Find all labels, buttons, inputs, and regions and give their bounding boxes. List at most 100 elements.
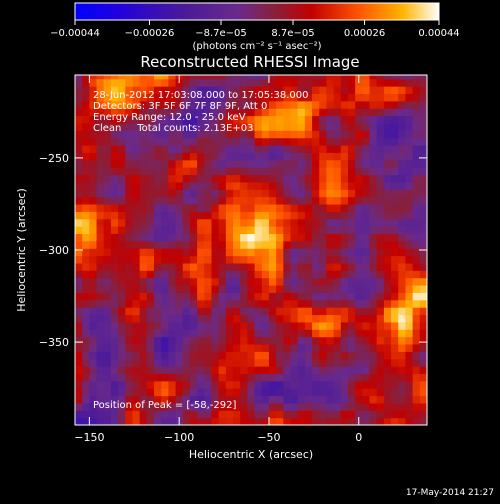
heatmap-cell bbox=[96, 248, 105, 257]
heatmap-cell bbox=[82, 78, 90, 87]
heatmap-cell bbox=[355, 358, 363, 367]
heatmap-cell bbox=[383, 108, 392, 117]
heatmap-cell bbox=[189, 402, 198, 411]
heatmap-cell bbox=[125, 218, 134, 227]
heatmap-cell bbox=[233, 270, 241, 279]
heatmap-cell bbox=[419, 233, 427, 242]
heatmap-cell bbox=[297, 203, 306, 212]
heatmap-cell bbox=[139, 417, 148, 425]
heatmap-cell bbox=[398, 78, 407, 87]
heatmap-cell bbox=[319, 336, 328, 345]
heatmap-cell bbox=[326, 402, 335, 411]
heatmap-cell bbox=[297, 358, 306, 367]
heatmap-cell bbox=[319, 395, 328, 404]
heatmap-cell bbox=[175, 321, 184, 330]
heatmap-cell bbox=[240, 366, 248, 375]
heatmap-cell bbox=[276, 366, 284, 375]
heatmap-cell bbox=[168, 366, 177, 375]
heatmap-cell bbox=[391, 100, 399, 109]
heatmap-cell bbox=[405, 336, 414, 345]
heatmap-cell bbox=[412, 218, 421, 227]
heatmap-cell bbox=[240, 218, 248, 227]
heatmap-cell bbox=[110, 277, 119, 286]
heatmap-cell bbox=[197, 255, 205, 264]
heatmap-cell bbox=[154, 270, 162, 279]
heatmap-cell bbox=[132, 373, 141, 382]
heatmap-cell bbox=[89, 174, 98, 183]
heatmap-cell bbox=[340, 417, 349, 425]
heatmap-cell bbox=[254, 181, 263, 190]
heatmap-cell bbox=[75, 358, 83, 367]
heatmap-cell bbox=[225, 196, 234, 205]
heatmap-cell bbox=[139, 218, 148, 227]
heatmap-cell bbox=[290, 86, 299, 95]
heatmap-cell bbox=[211, 336, 220, 345]
heatmap-cell bbox=[369, 75, 378, 80]
heatmap-cell bbox=[204, 167, 213, 176]
heatmap-cell bbox=[304, 122, 313, 131]
heatmap-cell bbox=[391, 152, 399, 161]
x-tick-label: 0 bbox=[355, 431, 362, 444]
heatmap-cell bbox=[211, 373, 220, 382]
heatmap-cell bbox=[82, 388, 90, 397]
heatmap-cell bbox=[233, 262, 241, 271]
heatmap-cell bbox=[362, 93, 371, 102]
heatmap-cell bbox=[103, 189, 112, 198]
heatmap-cell bbox=[261, 108, 270, 117]
heatmap-cell bbox=[197, 226, 205, 235]
heatmap-cell bbox=[240, 299, 248, 308]
heatmap-cell bbox=[261, 240, 270, 249]
heatmap-cell bbox=[297, 321, 306, 330]
heatmap-cell bbox=[333, 299, 342, 308]
heatmap-cell bbox=[347, 299, 356, 308]
heatmap-cell bbox=[261, 122, 270, 131]
heatmap-cell bbox=[125, 75, 134, 80]
heatmap-cell bbox=[146, 159, 155, 168]
heatmap-cell bbox=[419, 167, 427, 176]
heatmap-cell bbox=[82, 108, 90, 117]
annotation-detectors: Detectors: 3F 5F 6F 7F 8F 9F, Att 0 bbox=[93, 101, 267, 112]
heatmap-cell bbox=[103, 417, 112, 425]
heatmap-cell bbox=[254, 292, 263, 301]
heatmap-cell bbox=[154, 189, 162, 198]
heatmap-cell bbox=[103, 343, 112, 352]
heatmap-cell bbox=[261, 329, 270, 338]
heatmap-cell bbox=[283, 93, 292, 102]
heatmap-cell bbox=[276, 417, 284, 425]
heatmap-cell bbox=[161, 262, 169, 271]
heatmap-cell bbox=[225, 329, 234, 338]
heatmap-cell bbox=[211, 299, 220, 308]
heatmap-cell bbox=[283, 240, 292, 249]
heatmap-cell bbox=[340, 270, 349, 279]
heatmap-cell bbox=[204, 159, 213, 168]
heatmap-cell bbox=[419, 75, 427, 80]
heatmap-cell bbox=[268, 145, 277, 153]
heatmap-cell bbox=[132, 115, 141, 124]
heatmap-cell bbox=[233, 86, 241, 95]
heatmap-cell bbox=[261, 100, 270, 109]
heatmap-cell bbox=[168, 174, 177, 183]
heatmap-cell bbox=[405, 218, 414, 227]
heatmap-cell bbox=[362, 262, 371, 271]
heatmap-cell bbox=[110, 130, 119, 139]
heatmap-cell bbox=[103, 145, 112, 153]
heatmap-cell bbox=[211, 329, 220, 338]
heatmap-cell bbox=[118, 174, 126, 183]
heatmap-cell bbox=[204, 321, 213, 330]
heatmap-cell bbox=[283, 226, 292, 235]
heatmap-cell bbox=[103, 86, 112, 95]
heatmap-cell bbox=[369, 270, 378, 279]
heatmap-cell bbox=[110, 285, 119, 293]
heatmap-cell bbox=[333, 137, 342, 146]
heatmap-cell bbox=[125, 181, 134, 190]
heatmap-cell bbox=[204, 299, 213, 308]
heatmap-cell bbox=[268, 314, 277, 323]
heatmap-cell bbox=[211, 203, 220, 212]
heatmap-cell bbox=[297, 402, 306, 411]
heatmap-cell bbox=[261, 137, 270, 146]
heatmap-cell bbox=[340, 262, 349, 271]
heatmap-cell bbox=[197, 395, 205, 404]
heatmap-cell bbox=[268, 233, 277, 242]
heatmap-cell bbox=[297, 122, 306, 131]
heatmap-cell bbox=[304, 299, 313, 308]
